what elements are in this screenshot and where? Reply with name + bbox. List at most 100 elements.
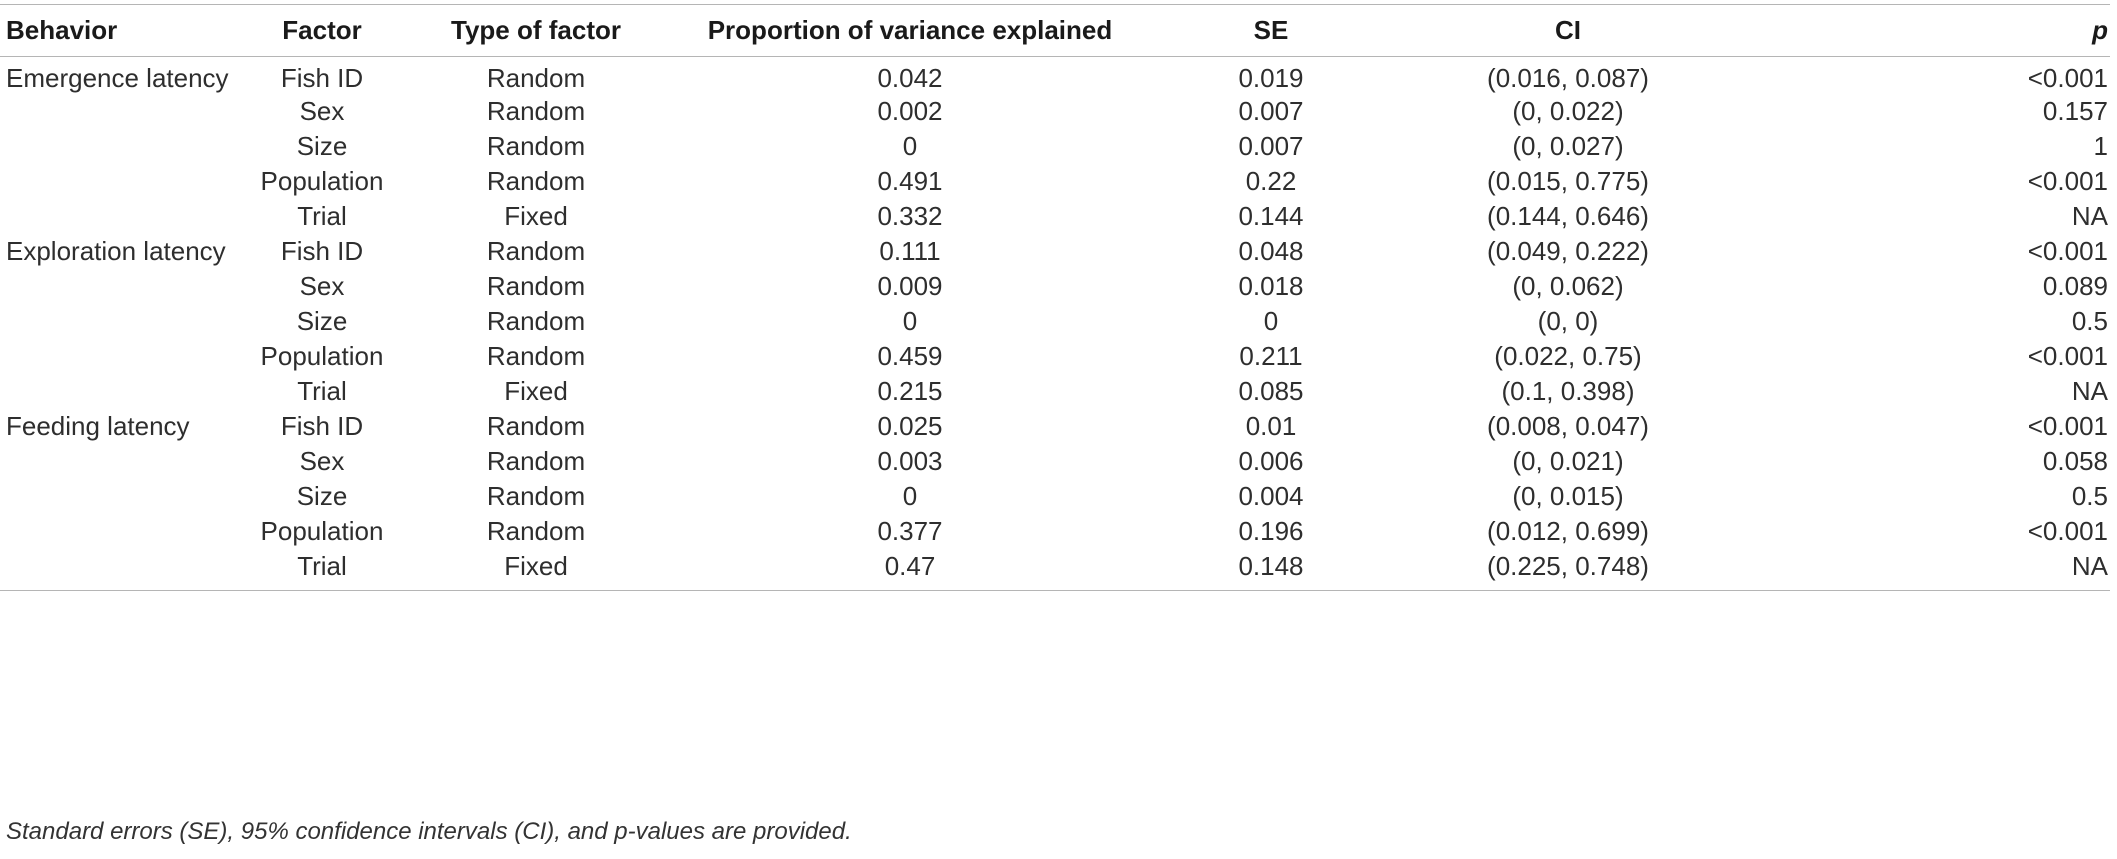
table-row: Population Random 0.377 0.196 (0.012, 0.699)… (0, 514, 2110, 549)
cell-ci: (0, 0.021) (1512, 446, 1624, 476)
cell-behavior: Feeding latency (6, 411, 190, 441)
table-row: Exploration latency Fish ID Random 0.111 0.0… (0, 234, 2110, 269)
cell-se: 0.048 (1238, 236, 1304, 266)
cell-variance-explained: 0.491 (877, 166, 943, 196)
cell-variance-explained: 0.111 (879, 236, 941, 266)
cell-factor: Fish ID (280, 236, 364, 266)
cell-factor: Population (260, 166, 384, 196)
cell-p: <0.001 (2027, 236, 2108, 266)
cell-se: 0.007 (1238, 96, 1304, 126)
cell-type-of-factor: Random (486, 63, 586, 93)
cell-behavior (0, 374, 252, 409)
cell-factor: Trial (297, 376, 347, 406)
cell-p: NA (2071, 376, 2108, 406)
cell-se: 0.018 (1238, 271, 1304, 301)
cell-factor: Size (296, 481, 348, 511)
cell-p: 0.5 (2071, 306, 2108, 336)
cell-p: <0.001 (2027, 63, 2108, 93)
cell-variance-explained: 0.003 (877, 446, 943, 476)
cell-type-of-factor: Random (486, 96, 586, 126)
cell-factor: Sex (299, 271, 345, 301)
cell-factor: Population (260, 341, 384, 371)
cell-se: 0.085 (1238, 376, 1304, 406)
cell-p: NA (2071, 201, 2108, 231)
cell-type-of-factor: Random (486, 131, 586, 161)
cell-variance-explained: 0.009 (877, 271, 943, 301)
cell-se: 0.148 (1140, 549, 1402, 591)
table-row: Trial Fixed 0.47 0.148 (0.225, 0.748) NA (0, 549, 2110, 591)
cell-behavior (0, 339, 252, 374)
cell-behavior (0, 164, 252, 199)
header-ci: CI (1402, 4, 1734, 57)
table-row: Sex Random 0.002 0.007 (0, 0.022) 0.157 (0, 94, 2110, 129)
table-row: Size Random 0 0.004 (0, 0.015) 0.5 (0, 479, 2110, 514)
cell-ci: (0.144, 0.646) (1487, 201, 1649, 231)
cell-ci: (0.008, 0.047) (1487, 411, 1649, 441)
table-body: Emergence latency Fish ID Random 0.042 0.019… (0, 57, 2110, 591)
cell-type-of-factor: Random (486, 446, 586, 476)
cell-p: 0.058 (2042, 446, 2108, 476)
cell-p: 1 (2093, 131, 2108, 161)
cell-se: 0.01 (1245, 411, 1297, 441)
cell-p: <0.001 (2027, 166, 2108, 196)
cell-se: 0.196 (1238, 516, 1304, 546)
cell-behavior (0, 304, 252, 339)
cell-ci: (0.012, 0.699) (1487, 516, 1649, 546)
cell-p: 0.5 (2071, 481, 2108, 511)
cell-ci: (0.225, 0.748) (1402, 549, 1734, 591)
cell-factor: Size (296, 306, 348, 336)
header-behavior: Behavior (0, 4, 252, 57)
variance-table: Behavior Factor Type of factor Proportio… (0, 4, 2110, 591)
cell-type-of-factor: Random (486, 341, 586, 371)
cell-type-of-factor: Random (486, 516, 586, 546)
cell-type-of-factor: Random (486, 236, 586, 266)
table-footnote: Standard errors (SE), 95% confidence int… (6, 818, 852, 845)
cell-variance-explained: 0.459 (877, 341, 943, 371)
cell-variance-explained: 0.042 (877, 63, 943, 93)
cell-variance-explained: 0.377 (877, 516, 943, 546)
cell-se: 0.019 (1238, 63, 1304, 93)
cell-p: <0.001 (2027, 516, 2108, 546)
cell-type-of-factor: Random (486, 411, 586, 441)
cell-behavior (0, 94, 252, 129)
cell-variance-explained: 0 (902, 481, 918, 511)
cell-p: NA (1734, 549, 2110, 591)
cell-se: 0.007 (1238, 131, 1304, 161)
cell-ci: (0.015, 0.775) (1487, 166, 1649, 196)
cell-type-of-factor: Random (486, 271, 586, 301)
cell-variance-explained: 0 (902, 131, 918, 161)
cell-p: <0.001 (2027, 341, 2108, 371)
cell-behavior (0, 129, 252, 164)
cell-variance-explained: 0.332 (877, 201, 943, 231)
cell-se: 0.22 (1245, 166, 1297, 196)
header-factor: Factor (252, 4, 392, 57)
cell-factor: Sex (299, 96, 345, 126)
cell-behavior (0, 199, 252, 234)
cell-variance-explained: 0.002 (877, 96, 943, 126)
cell-type-of-factor: Fixed (392, 549, 680, 591)
header-type-of-factor: Type of factor (392, 4, 680, 57)
cell-type-of-factor: Random (486, 481, 586, 511)
cell-variance-explained: 0 (902, 306, 918, 336)
cell-variance-explained: 0.47 (680, 549, 1140, 591)
table-row: Population Random 0.491 0.22 (0.015, 0.775) <… (0, 164, 2110, 199)
table-row: Size Random 0 0.007 (0, 0.027) 1 (0, 129, 2110, 164)
cell-ci: (0, 0.022) (1512, 96, 1624, 126)
cell-behavior (0, 479, 252, 514)
table-row: Trial Fixed 0.332 0.144 (0.144, 0.646) NA (0, 199, 2110, 234)
cell-variance-explained: 0.025 (877, 411, 943, 441)
cell-factor: Fish ID (280, 411, 364, 441)
table-row: Feeding latency Fish ID Random 0.025 0.01 (0.… (0, 409, 2110, 444)
cell-factor: Fish ID (280, 63, 364, 93)
cell-se: 0.004 (1238, 481, 1304, 511)
cell-ci: (0, 0.027) (1512, 131, 1624, 161)
cell-behavior: Emergence latency (6, 63, 229, 93)
table-row: Emergence latency Fish ID Random 0.042 0.019… (0, 57, 2110, 95)
header-variance-explained: Proportion of variance explained (680, 4, 1140, 57)
table-header-row: Behavior Factor Type of factor Proportio… (0, 4, 2110, 57)
cell-factor: Trial (297, 201, 347, 231)
cell-behavior (0, 269, 252, 304)
cell-type-of-factor: Fixed (504, 201, 568, 231)
cell-behavior (0, 514, 252, 549)
